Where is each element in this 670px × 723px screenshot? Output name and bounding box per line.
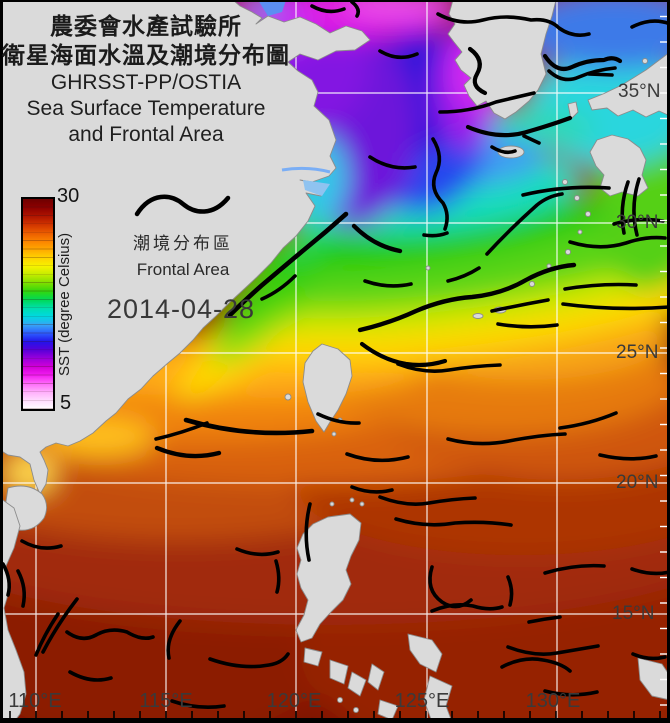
land-china [0, 0, 371, 495]
land-kyushu [589, 134, 649, 197]
lat-label-20n: 20°N [616, 472, 659, 493]
title-line-zh2: 衛星海面水溫及潮境分布圖 [2, 42, 290, 68]
title-line-en2: Sea Surface Temperature [26, 97, 266, 120]
wavy-line-icon [134, 194, 231, 217]
degree-ticks-right [660, 15, 668, 706]
frontal-label-zh: 潮境分布區 [133, 234, 233, 253]
lat-label-15n: 15°N [612, 603, 655, 624]
lon-label-115e: 115°E [139, 690, 193, 712]
lat-label-35n: 35°N [618, 81, 661, 102]
lat-label-30n: 30°N [616, 212, 659, 233]
land-samar [407, 633, 443, 673]
colorbar-gradient [21, 197, 55, 411]
date-label: 2014-04-28 [106, 294, 256, 324]
title-line-dataset: GHRSST-PP/OSTIA [50, 71, 242, 94]
title-block: 農委會水產試驗所 衛星海面水溫及潮境分布圖 GHRSST-PP/OSTIA Se… [0, 12, 292, 148]
colorbar-axis-label: SST (degree Celsius) [56, 232, 73, 376]
land-korea [447, 0, 557, 120]
frontal-lines [1, 0, 670, 709]
lat-label-25n: 25°N [616, 342, 659, 363]
lon-label-125e: 125°E [394, 690, 450, 712]
frontal-legend: 潮境分布區 Frontal Area [116, 188, 250, 280]
title-line-en3: and Frontal Area [68, 123, 224, 146]
land-mindoro [303, 647, 323, 667]
title-line-zh1: 農委會水產試驗所 [50, 13, 242, 39]
lon-label-130e: 130°E [525, 690, 581, 712]
coastal-water-details [258, 0, 331, 196]
lon-label-110e: 110°E [8, 690, 62, 712]
colorbar-min-label: 5 [60, 392, 72, 414]
frontal-label-en: Frontal Area [136, 260, 230, 279]
land-tsushima [567, 101, 579, 120]
land-taiwan [302, 343, 353, 433]
lon-label-120e: 120°E [266, 690, 322, 712]
degree-ticks-bottom [9, 711, 661, 718]
colorbar-max-label: 30 [57, 185, 80, 207]
land-luzon [295, 513, 362, 643]
land-honshu [587, 51, 670, 118]
